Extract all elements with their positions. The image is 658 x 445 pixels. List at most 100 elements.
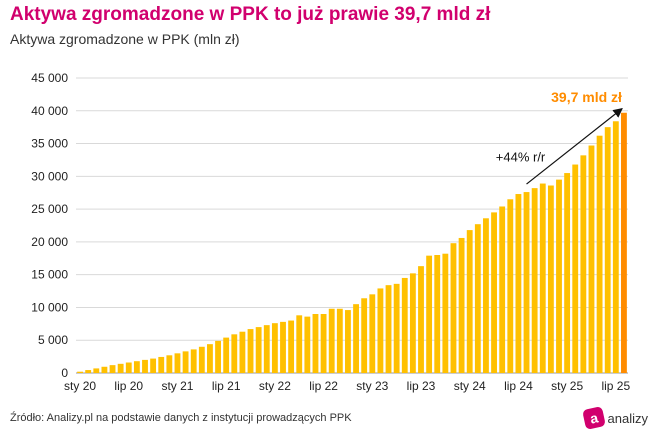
bar [507, 199, 514, 373]
bar [247, 329, 254, 373]
y-tick-label: 0 [61, 366, 68, 380]
bar [312, 314, 319, 373]
bar [190, 349, 197, 373]
trend-arrow [526, 108, 623, 185]
x-tick-label: lip 25 [601, 379, 630, 393]
chart-title: Aktywa zgromadzone w PPK to już prawie 3… [10, 4, 491, 25]
bar [596, 135, 603, 373]
bar-chart: 0 5 000 10 000 15 000 20 000 25 000 30 000 35 0… [31, 71, 630, 393]
bar [393, 283, 400, 373]
bar [207, 344, 213, 373]
x-tick-label: sty 20 [64, 379, 96, 393]
source-note: Źródło: Analizy.pl na podstawie danych z… [10, 412, 352, 424]
bar [434, 255, 441, 373]
bar [320, 314, 327, 373]
bar [125, 362, 132, 373]
bar [231, 334, 238, 373]
bar [166, 355, 173, 373]
bar [85, 370, 92, 373]
bar [604, 127, 611, 374]
bar [474, 224, 481, 373]
bar [336, 308, 343, 373]
bar [133, 361, 140, 373]
bar [361, 298, 368, 373]
bar [426, 255, 433, 373]
bar [101, 366, 108, 373]
y-tick-label: 20 000 [31, 235, 68, 249]
y-tick-label: 5 000 [38, 333, 68, 347]
bar [223, 337, 230, 373]
y-tick-label: 10 000 [31, 300, 68, 314]
x-tick-label: sty 23 [356, 379, 388, 393]
bar [385, 285, 392, 373]
bar [531, 188, 538, 373]
bar [547, 185, 554, 373]
bar [174, 353, 181, 373]
bar-highlight [621, 112, 627, 373]
bar [418, 266, 424, 373]
y-tick-label: 40 000 [31, 104, 68, 118]
bar [158, 356, 165, 373]
bar [466, 230, 473, 373]
x-tick-label: sty 21 [161, 379, 193, 393]
bar [182, 351, 189, 373]
bar [580, 155, 587, 373]
x-tick-label: lip 24 [504, 379, 533, 393]
bar [442, 253, 449, 373]
x-tick-label: lip 23 [407, 379, 436, 393]
bar [523, 192, 530, 373]
bar [280, 321, 286, 373]
bar [239, 331, 246, 373]
bar [556, 179, 562, 373]
bar [345, 310, 351, 373]
bar [271, 323, 278, 373]
bar [458, 237, 465, 373]
y-tick-label: 30 000 [31, 169, 68, 183]
x-tick-label: lip 22 [309, 379, 338, 393]
logo-text: analizy [607, 410, 648, 426]
bar [612, 121, 619, 374]
x-tick-label: sty 24 [454, 379, 486, 393]
bar [515, 194, 522, 373]
bar [483, 218, 489, 373]
bar [564, 173, 571, 373]
bar [409, 273, 416, 373]
bar [198, 346, 205, 373]
bar [450, 243, 457, 373]
chart-subtitle: Aktywa zgromadzone w PPK (mln zł) [10, 31, 240, 47]
bar [142, 359, 148, 373]
yoy-annotation: +44% r/r [496, 149, 546, 164]
bar [77, 371, 83, 373]
y-tick-label: 45 000 [31, 71, 68, 85]
bar [539, 183, 546, 373]
x-tick-label: sty 22 [259, 379, 291, 393]
bar [150, 358, 157, 373]
highlight-value-label: 39,7 mld zł [551, 89, 622, 105]
bar [296, 315, 303, 373]
y-tick-label: 25 000 [31, 202, 68, 216]
bar [255, 327, 262, 373]
bar [215, 340, 221, 373]
bar [377, 288, 384, 373]
bar [263, 325, 270, 373]
x-tick-label: lip 20 [114, 379, 143, 393]
bar [353, 304, 359, 373]
bar [572, 164, 579, 373]
bar [499, 206, 506, 373]
bar [288, 320, 295, 373]
bar [93, 368, 100, 373]
bar [491, 212, 497, 373]
bar [588, 145, 595, 373]
y-tick-label: 35 000 [31, 137, 68, 151]
bar [401, 277, 408, 373]
bar [328, 308, 335, 373]
x-tick-label: lip 21 [212, 379, 241, 393]
analizy-logo-icon: a [581, 406, 606, 430]
bar [109, 365, 116, 373]
x-tick-label: sty 25 [551, 379, 583, 393]
y-tick-label: 15 000 [31, 268, 68, 282]
bar [369, 294, 376, 373]
analizy-logo[interactable]: a analizy [581, 406, 648, 430]
bar [304, 316, 311, 373]
bar [117, 363, 124, 373]
